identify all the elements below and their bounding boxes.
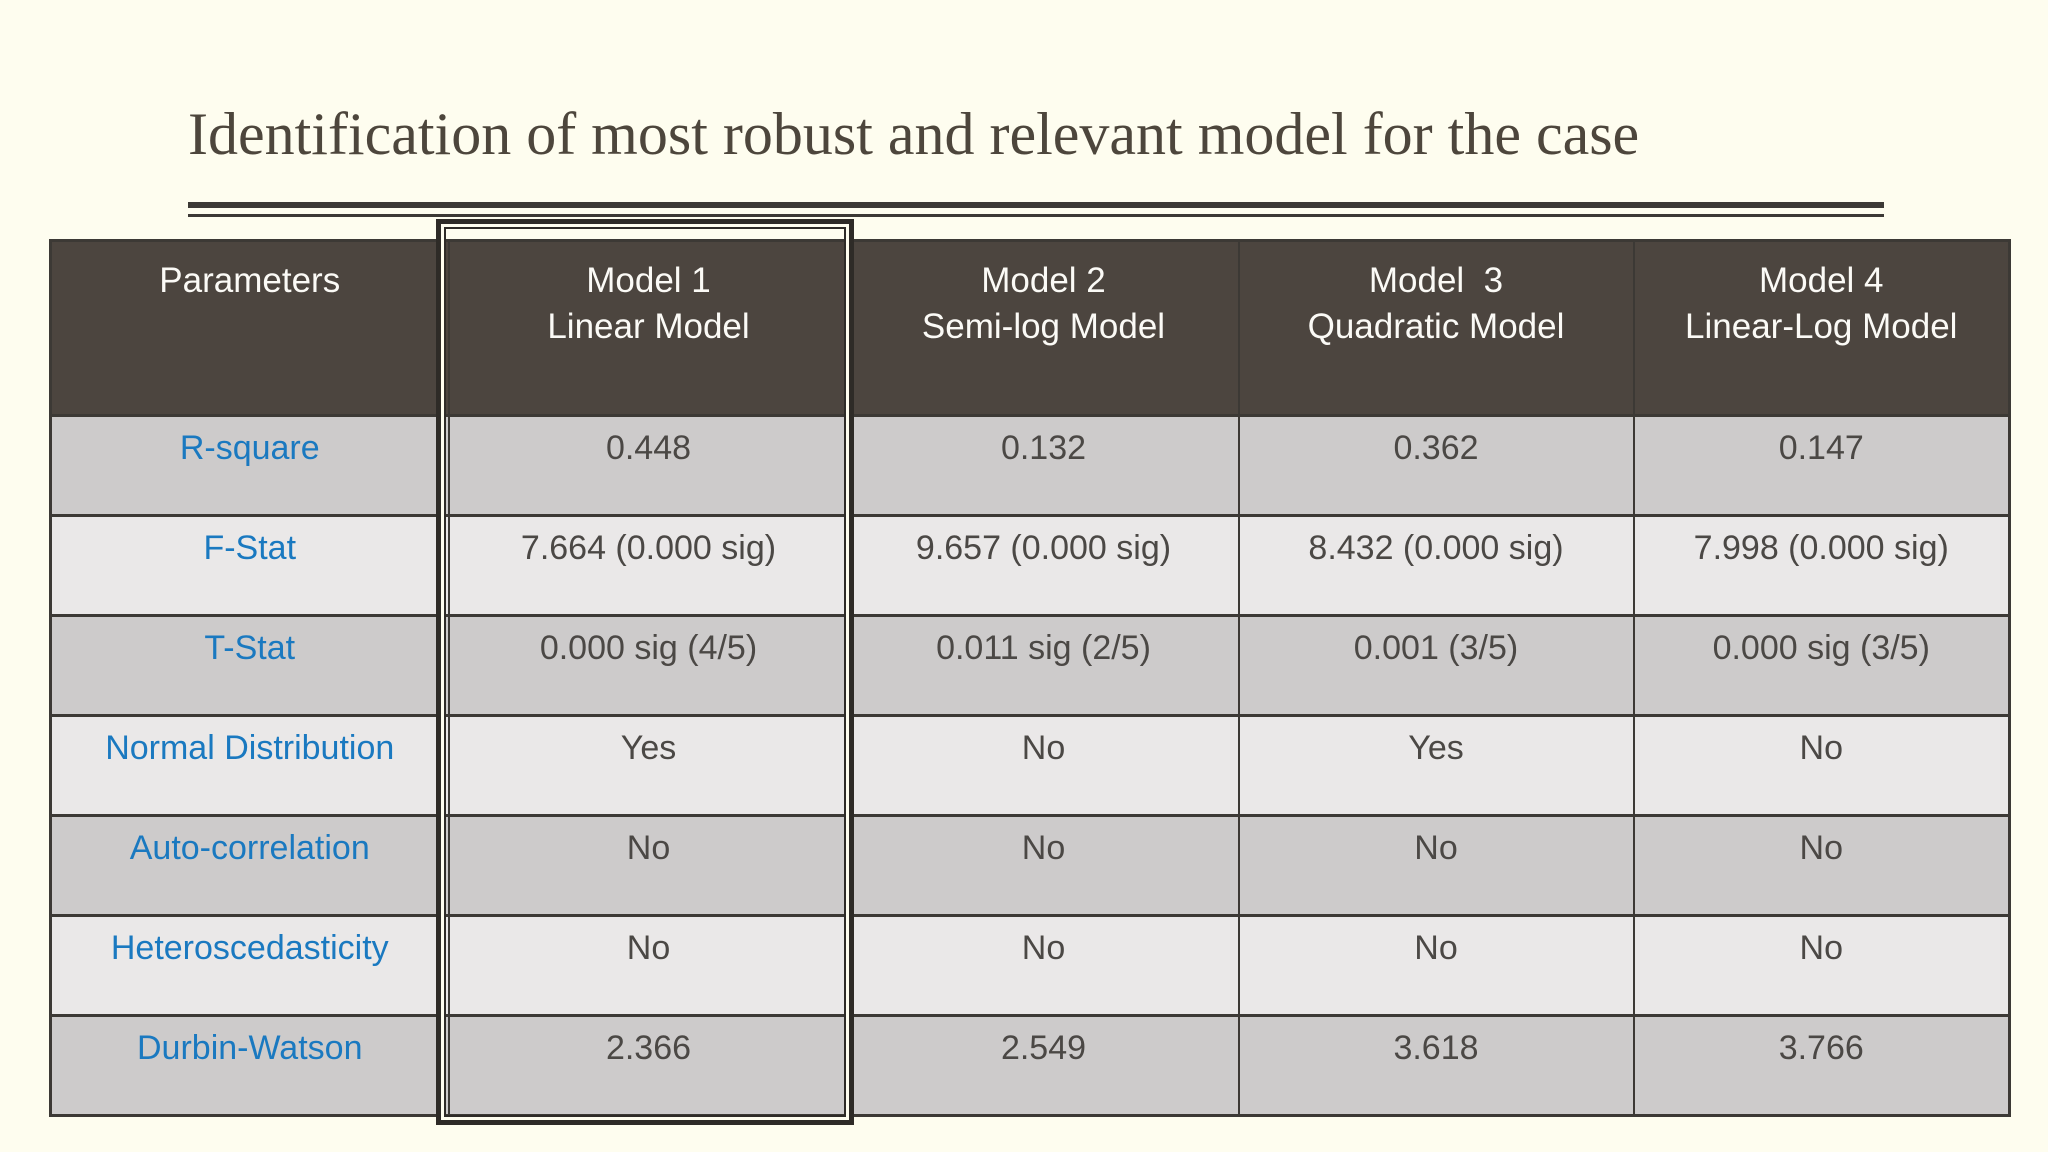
cell-value: 8.432 (0.000 sig) [1237,514,1635,617]
title-underline [188,202,1884,217]
slide-title: Identification of most robust and releva… [188,101,1640,167]
cell-value: 2.366 [447,1014,850,1117]
table-row: T-Stat 0.000 sig (4/5) 0.011 sig (2/5) 0.00… [49,614,2011,717]
table-row: R-square 0.448 0.132 0.362 0.147 [49,414,2011,517]
title-underline-thick [188,202,1884,208]
cell-value: No [1632,814,2011,917]
row-label: R-square [49,414,450,517]
column-header: Model 1 Linear Model [447,239,850,417]
row-label: Durbin-Watson [49,1014,450,1117]
cell-value: No [847,814,1240,917]
cell-value: No [1632,914,2011,1017]
column-header: Parameters [49,239,450,417]
cell-value: No [447,914,850,1017]
table-body: R-square 0.448 0.132 0.362 0.147 F-Stat 7.664 … [49,414,2011,1117]
table-row: F-Stat 7.664 (0.000 sig) 9.657 (0.000 sig)… [49,514,2011,617]
column-header: Model 4 Linear-Log Model [1632,239,2011,417]
column-header: Model 3 Quadratic Model [1237,239,1635,417]
table-row: Normal Distribution Yes No Yes No [49,714,2011,817]
cell-value: 7.664 (0.000 sig) [447,514,850,617]
cell-value: 9.657 (0.000 sig) [847,514,1240,617]
cell-value: 3.618 [1237,1014,1635,1117]
cell-value: No [847,714,1240,817]
cell-value: 2.549 [847,1014,1240,1117]
row-label: Auto-correlation [49,814,450,917]
cell-value: No [1237,914,1635,1017]
cell-value: 0.001 (3/5) [1237,614,1635,717]
cell-value: Yes [1237,714,1635,817]
cell-value: Yes [447,714,850,817]
cell-value: 0.147 [1632,414,2011,517]
cell-value: 0.132 [847,414,1240,517]
cell-value: 0.000 sig (3/5) [1632,614,2011,717]
title-underline-thin [188,214,1884,217]
table-row: Heteroscedasticity No No No No [49,914,2011,1017]
cell-value: 7.998 (0.000 sig) [1632,514,2011,617]
cell-value: No [447,814,850,917]
model-comparison-table: Parameters Model 1 Linear Model Model 2 Se… [49,239,2011,1117]
column-header: Model 2 Semi-log Model [847,239,1240,417]
cell-value: No [1632,714,2011,817]
cell-value: No [1237,814,1635,917]
table-row: Auto-correlation No No No No [49,814,2011,917]
cell-value: 3.766 [1632,1014,2011,1117]
row-label: Heteroscedasticity [49,914,450,1017]
row-label: Normal Distribution [49,714,450,817]
cell-value: 0.362 [1237,414,1635,517]
cell-value: 0.000 sig (4/5) [447,614,850,717]
cell-value: No [847,914,1240,1017]
table-header-row: Parameters Model 1 Linear Model Model 2 Se… [49,239,2011,417]
row-label: F-Stat [49,514,450,617]
cell-value: 0.448 [447,414,850,517]
row-label: T-Stat [49,614,450,717]
table-row: Durbin-Watson 2.366 2.549 3.618 3.766 [49,1014,2011,1117]
cell-value: 0.011 sig (2/5) [847,614,1240,717]
